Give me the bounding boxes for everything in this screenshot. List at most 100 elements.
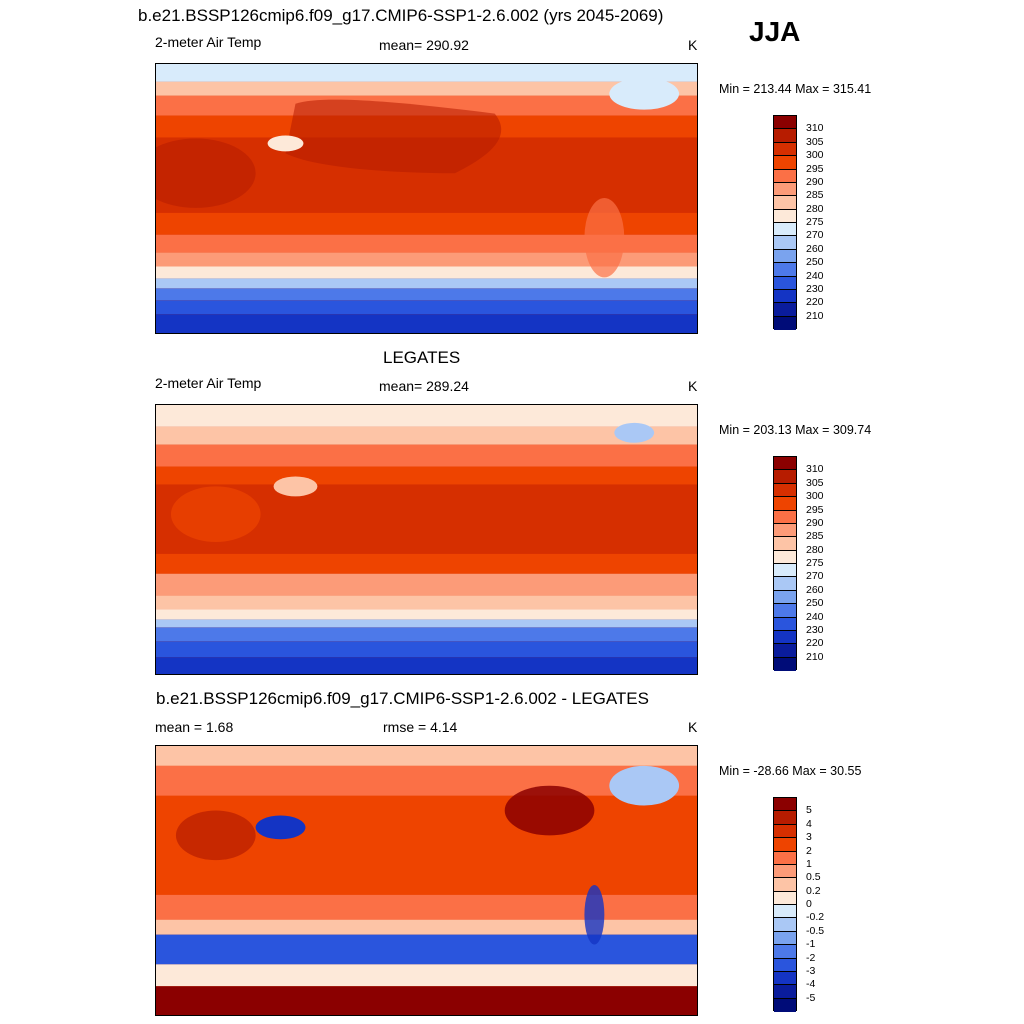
colorbar-segment [774,209,796,223]
colorbar-tick-label: 2 [806,844,812,857]
colorbar-tick-label: -0.5 [806,924,825,937]
panel3-minmax-label: Min = -28.66 Max = 30.55 [719,764,862,778]
figure-title: b.e21.BSSP126cmip6.f09_g17.CMIP6-SSP1-2.… [138,6,664,25]
colorbar-tick-label: 230 [806,623,824,636]
panel2-title: LEGATES [383,348,461,367]
colorbar-tick-label: 0.5 [806,871,821,884]
panel2-unit-label: K [688,378,698,394]
colorbar-tick-label: 310 [806,463,824,476]
panel2-map [155,404,698,675]
colorbar-segment [774,891,796,905]
colorbar-segment [774,931,796,946]
panel1-colorbar [773,115,797,330]
panel3-title: b.e21.BSSP126cmip6.f09_g17.CMIP6-SSP1-2.… [156,689,649,708]
colorbar-tick-label: -2 [806,951,816,964]
colorbar-tick-label: 280 [806,543,824,556]
colorbar-tick-label: 210 [806,309,824,322]
panel3-rmse-label: rmse = 4.14 [383,719,458,735]
colorbar-segment [774,249,796,264]
panel1-mean-label: mean= 290.92 [379,37,469,53]
colorbar-segment [774,457,796,471]
panel1-minmax-label: Min = 213.44 Max = 315.41 [719,82,872,96]
colorbar-tick-label: 240 [806,269,824,282]
colorbar-segment [774,483,796,498]
colorbar-tick-label: 300 [806,490,824,503]
colorbar-tick-label: 300 [806,149,824,162]
colorbar-segment [774,289,796,304]
colorbar-segment [774,316,796,330]
colorbar-segment [774,958,796,972]
colorbar-segment [774,142,796,157]
colorbar-segment [774,129,796,143]
colorbar-segment [774,905,796,919]
colorbar-segment [774,878,796,892]
panel3-unit-label: K [688,719,698,735]
colorbar-tick-label: 220 [806,637,824,650]
colorbar-segment [774,116,796,130]
colorbar-segment [774,864,796,879]
colorbar-tick-label: 310 [806,122,824,135]
colorbar-segment [774,630,796,645]
colorbar-tick-label: 1 [806,857,812,870]
colorbar-tick-label: 0 [806,898,812,910]
colorbar-tick-label: 290 [806,516,824,529]
colorbar-segment [774,470,796,484]
colorbar-tick-label: 0.2 [806,884,821,897]
colorbar-segment [774,617,796,631]
colorbar-segment [774,497,796,511]
colorbar-tick-label: 275 [806,557,824,569]
colorbar-tick-label: 295 [806,503,824,516]
colorbar-tick-label: 285 [806,530,824,543]
colorbar-tick-label: 305 [806,476,824,489]
colorbar-tick-label: 290 [806,175,824,188]
colorbar-tick-label: 285 [806,189,824,202]
panel1-map [155,63,698,334]
panel2-variable-label: 2-meter Air Temp [155,375,262,391]
colorbar-segment [774,550,796,564]
colorbar-segment [774,276,796,290]
colorbar-tick-label: 260 [806,242,824,255]
panel1-unit-label: K [688,37,698,53]
colorbar-segment [774,851,796,865]
colorbar-segment [774,169,796,183]
colorbar-segment [774,303,796,317]
colorbar-tick-label: 270 [806,570,824,583]
colorbar-tick-label: 260 [806,583,824,596]
colorbar-tick-label: -4 [806,978,816,991]
colorbar-tick-label: 295 [806,162,824,175]
panel3-map [155,745,698,1016]
colorbar-segment [774,945,796,959]
colorbar-segment [774,156,796,170]
colorbar-tick-label: 250 [806,256,824,269]
panel1-map-field [156,64,697,333]
colorbar-segment [774,811,796,825]
colorbar-segment [774,985,796,999]
colorbar-tick-label: 5 [806,804,812,817]
colorbar-segment [774,824,796,839]
colorbar-segment [774,604,796,618]
colorbar-tick-label: 275 [806,216,824,228]
colorbar-tick-label: 250 [806,597,824,610]
colorbar-tick-label: 4 [806,817,812,830]
colorbar-tick-label: -5 [806,991,816,1004]
colorbar-segment [774,838,796,852]
colorbar-segment [774,590,796,605]
colorbar-tick-label: 305 [806,135,824,148]
panel2-map-field [156,405,697,674]
colorbar-tick-label: 240 [806,610,824,623]
colorbar-tick-label: -3 [806,964,816,977]
colorbar-segment [774,998,796,1012]
colorbar-tick-label: -1 [806,938,816,951]
colorbar-segment [774,577,796,591]
colorbar-segment [774,196,796,210]
colorbar-tick-label: 270 [806,229,824,242]
colorbar-segment [774,971,796,986]
colorbar-segment [774,918,796,932]
panel2-minmax-label: Min = 203.13 Max = 309.74 [719,423,872,437]
panel3-colorbar [773,797,797,1012]
panel2-mean-label: mean= 289.24 [379,378,469,394]
panel3-mean-label: mean = 1.68 [155,719,234,735]
colorbar-segment [774,537,796,551]
colorbar-tick-label: 230 [806,282,824,295]
colorbar-segment [774,263,796,277]
